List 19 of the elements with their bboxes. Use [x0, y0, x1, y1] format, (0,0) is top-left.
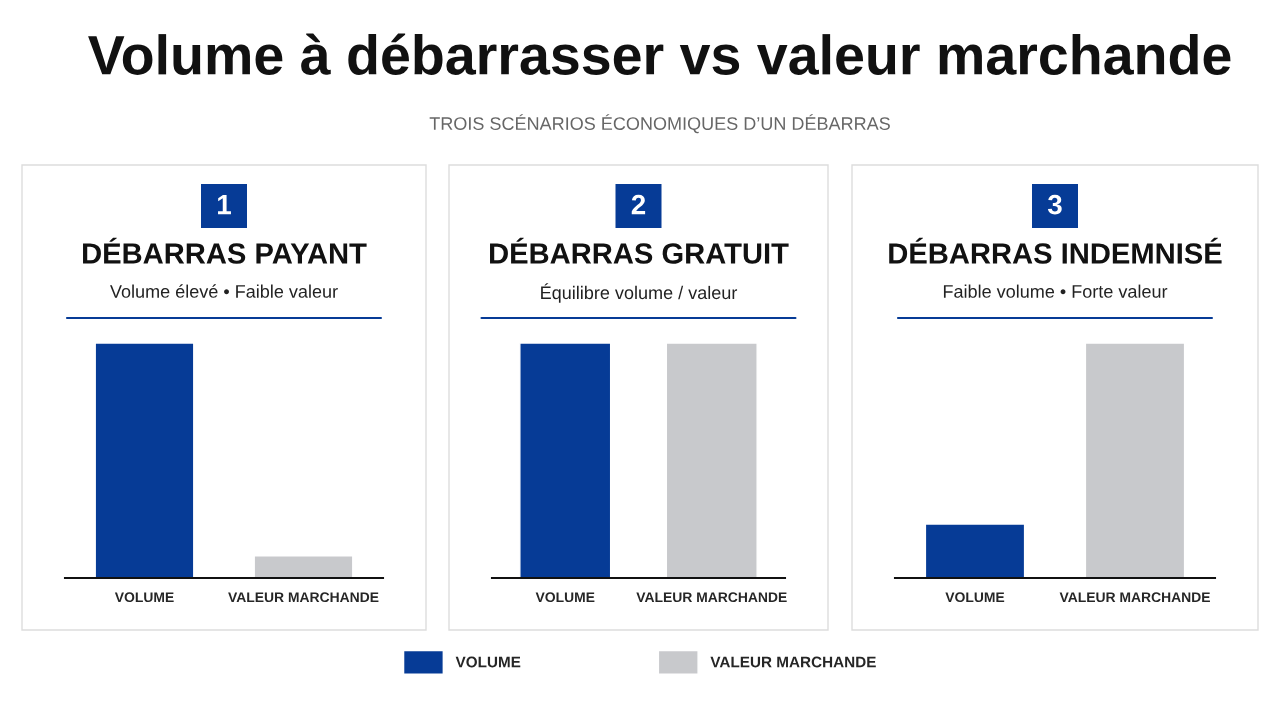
chart-title: DÉBARRAS INDEMNISÉ: [889, 237, 1222, 264]
text: 3: [1047, 194, 1062, 215]
text: 2: [631, 194, 646, 215]
chart-title: DÉBARRAS GRATUIT: [490, 237, 789, 264]
chart-subtitle: Faible volume • Forte valeur: [943, 284, 1168, 298]
x-tick-label: VALEUR MARCHANDE: [636, 592, 787, 603]
text: Volume à débarrasser vs valeur marchande: [88, 33, 1231, 75]
text: TROIS SCÉNARIOS ÉCONOMIQUES D’UN DÉBARRAS: [429, 114, 890, 134]
x-tick-label: VOLUME: [945, 592, 1005, 603]
chart-subtitle: Volume élevé • Faible valeur: [110, 284, 338, 298]
chart-subtitle: Équilibre volume / valeur: [541, 283, 738, 303]
legend-label: VALEUR MARCHANDE: [710, 656, 876, 668]
x-tick-label: VALEUR MARCHANDE: [228, 592, 379, 603]
text: 1: [218, 195, 231, 215]
chart-title: DÉBARRAS PAYANT: [83, 237, 367, 264]
legend-label: VOLUME: [455, 656, 521, 668]
x-tick-label: VALEUR MARCHANDE: [1059, 592, 1210, 603]
x-tick-label: VOLUME: [114, 592, 174, 603]
x-tick-label: VOLUME: [535, 592, 595, 603]
